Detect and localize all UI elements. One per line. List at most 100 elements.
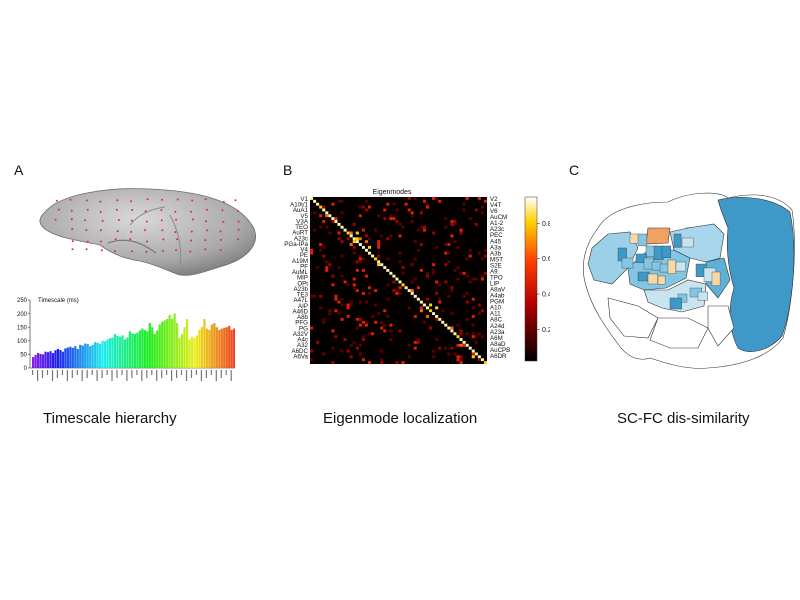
heatmap-cell <box>419 211 423 215</box>
timescale-bar <box>111 337 114 368</box>
heatmap-cell <box>398 280 402 284</box>
timescale-bar <box>138 330 141 368</box>
heatmap-cell <box>380 349 384 353</box>
timescale-bar <box>213 323 216 368</box>
timescale-bar <box>183 327 186 368</box>
electrode-dot <box>130 219 133 222</box>
row-label-right: PGM <box>490 299 504 306</box>
electrode-dot <box>130 230 133 233</box>
heatmap-cell <box>352 237 356 241</box>
heatmap-cell <box>474 277 478 281</box>
heatmap-cell <box>450 289 454 293</box>
heatmap-cell <box>383 329 387 333</box>
heatmap-cell <box>401 266 405 269</box>
heatmap-cell <box>410 280 414 284</box>
heatmap-cell <box>325 266 329 269</box>
heatmap-cell <box>355 289 359 293</box>
heatmap-cell <box>459 355 463 359</box>
y-tick-label: 200 <box>17 312 28 318</box>
heatmap-cell <box>432 231 436 235</box>
heatmap-cell <box>413 277 417 281</box>
electrode-dot <box>86 208 89 211</box>
timescale-bar <box>233 328 235 368</box>
heatmap-cell <box>380 263 384 267</box>
heatmap-cell <box>316 266 320 269</box>
heatmap-cell <box>322 320 326 324</box>
heatmap-cell <box>367 332 372 336</box>
heatmap-cell <box>432 271 436 275</box>
heatmap-cell <box>325 268 329 272</box>
row-label-left: A47L <box>294 297 309 304</box>
timescale-bar <box>148 323 151 368</box>
row-label-right: A11 <box>490 311 501 318</box>
electrode-dot <box>219 230 222 233</box>
row-label-left: V4 <box>300 247 308 254</box>
heatmap-cell <box>343 338 347 341</box>
timescale-bar <box>89 346 92 368</box>
row-label-right: A1-2 <box>490 220 504 227</box>
electrode-dot <box>190 230 193 233</box>
heatmap-cell <box>450 329 454 333</box>
heatmap-cell <box>480 211 484 215</box>
heatmap-cell <box>477 332 481 336</box>
heatmap-cell <box>413 340 417 344</box>
electrode-dot <box>71 240 74 243</box>
heatmap-cell <box>383 309 387 313</box>
timescale-bar <box>126 337 129 368</box>
heatmap-cell <box>453 352 457 356</box>
row-label-left: A23b <box>294 286 309 293</box>
electrode-dot <box>56 199 58 202</box>
heatmap-cell <box>398 222 402 226</box>
heatmap-cell <box>349 234 353 238</box>
electrode-dot <box>99 200 102 203</box>
heatmap-cell <box>334 220 338 223</box>
heatmap-cell <box>361 338 365 341</box>
heatmap-cell <box>462 340 466 344</box>
eigenmode-heatmap: Eigenmodes V1A10t/1AuA1V5V3ATEOAuRTA23cP… <box>284 189 550 364</box>
heatmap-cell <box>319 248 323 252</box>
x-tick-mark <box>76 370 78 375</box>
heatmap-cell <box>480 309 484 313</box>
row-label-left: A32V <box>293 331 309 338</box>
flatmap-parcel <box>657 275 666 285</box>
heatmap-cell <box>337 199 341 203</box>
x-tick-mark <box>131 370 133 378</box>
electrode-dot <box>99 240 102 243</box>
timescale-bar <box>175 323 179 368</box>
electrode-dot <box>144 210 147 213</box>
heatmap-cell <box>340 297 344 301</box>
row-label-right: V4T <box>490 202 502 209</box>
electrode-dot <box>190 210 192 213</box>
timescale-bar-chart: Timescale (ms) 0 50 100 150 200 250 <box>17 298 235 381</box>
timescale-bar <box>34 354 37 368</box>
heatmap-cell <box>380 361 384 364</box>
electrode-dot <box>85 229 88 232</box>
heatmap-cell <box>453 268 457 272</box>
flatmap-parcel <box>659 263 669 273</box>
row-label-right: A6DR <box>490 353 507 360</box>
heatmap-cell <box>361 358 365 362</box>
timescale-bar <box>133 334 137 368</box>
heatmap-cell <box>364 323 368 327</box>
heatmap-cell <box>447 251 451 255</box>
timescale-bar <box>84 343 87 368</box>
timescale-bar <box>121 335 124 368</box>
flatmap-parcel <box>675 261 687 272</box>
heatmap-cell <box>398 251 402 255</box>
heatmap-cell <box>395 220 399 223</box>
timescale-bar <box>215 327 218 368</box>
row-label-right: TPO <box>490 275 503 282</box>
timescale-bar <box>41 354 45 368</box>
x-tick-mark <box>86 370 88 378</box>
heatmap-cell <box>358 237 362 241</box>
heatmap-cell <box>432 355 436 359</box>
heatmap-cell <box>328 231 332 235</box>
heatmap-cell <box>407 306 411 310</box>
heatmap-cell <box>346 306 350 310</box>
heatmap-cell <box>392 217 396 221</box>
heatmap-cell <box>438 346 442 350</box>
row-label-left: V1 <box>300 196 308 203</box>
heatmap-cell <box>401 271 405 275</box>
row-label-right: A8aV <box>490 287 506 294</box>
row-label-left: A8b <box>297 314 309 321</box>
